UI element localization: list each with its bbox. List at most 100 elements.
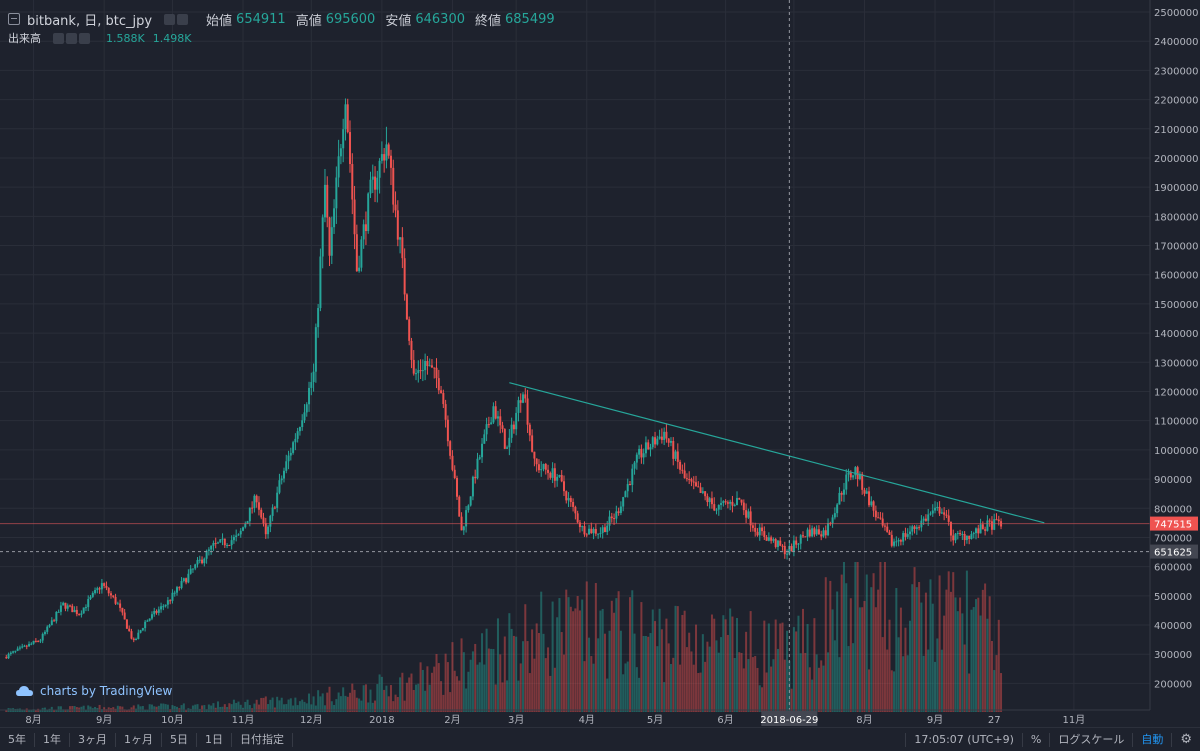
- volume-bar: [658, 608, 661, 712]
- eye-icon[interactable]: [164, 13, 176, 25]
- volume-bar: [663, 682, 666, 712]
- volume-label[interactable]: 出来高: [8, 32, 41, 45]
- candle-body: [756, 531, 759, 536]
- volume-bar: [631, 590, 634, 712]
- close-icon[interactable]: [79, 32, 90, 44]
- close-value: 685499: [505, 11, 555, 27]
- volume-bar: [644, 636, 647, 712]
- candle-body: [301, 420, 304, 428]
- candle-body: [551, 468, 554, 478]
- candle-body: [588, 528, 591, 535]
- volume-bar: [419, 662, 422, 712]
- time-tick-label: 2月: [444, 714, 460, 726]
- candle-body: [918, 527, 921, 529]
- candle-body: [364, 224, 367, 231]
- eye-icon[interactable]: [53, 32, 64, 44]
- volume-bar: [877, 589, 880, 712]
- volume-bar: [715, 640, 718, 712]
- volume-bar: [710, 614, 713, 712]
- candle-body: [556, 476, 559, 481]
- candle-body: [508, 437, 511, 448]
- settings-icon[interactable]: [177, 13, 189, 25]
- range-1y[interactable]: 1年: [35, 732, 70, 747]
- candle-body: [430, 365, 433, 368]
- candle-body: [378, 160, 381, 178]
- range-5y[interactable]: 5年: [0, 732, 35, 747]
- candle-body: [610, 516, 613, 519]
- candle-body: [201, 559, 204, 564]
- candle-body: [904, 533, 907, 537]
- volume-bar: [742, 668, 745, 712]
- candle-body: [41, 633, 44, 641]
- tradingview-watermark[interactable]: charts by TradingView: [16, 684, 172, 698]
- price-tick-label: 1700000: [1154, 242, 1199, 253]
- candle-body: [14, 650, 17, 652]
- range-1m[interactable]: 1ヶ月: [116, 732, 162, 747]
- auto-scale-toggle[interactable]: 自動: [1132, 732, 1171, 747]
- candle-body: [46, 626, 49, 632]
- volume-bar: [651, 609, 654, 712]
- plot-area[interactable]: [0, 0, 1150, 710]
- volume-bar: [494, 684, 497, 712]
- trendline[interactable]: [509, 382, 1045, 524]
- volume-bar: [786, 630, 789, 712]
- candle-body: [5, 657, 8, 659]
- volume-bar: [906, 655, 909, 712]
- volume-bar: [856, 562, 859, 712]
- volume-bar: [119, 706, 122, 712]
- candle-body: [761, 527, 764, 532]
- candle-body: [792, 540, 795, 552]
- symbol-title[interactable]: bitbank, 日, btc_jpy: [27, 13, 153, 29]
- range-1d[interactable]: 1日: [197, 732, 232, 747]
- candle-body: [455, 477, 458, 497]
- clock-time[interactable]: 17:05:07 (UTC+9): [905, 732, 1022, 747]
- candle-body: [435, 367, 438, 379]
- gear-icon[interactable]: ⚙: [1171, 732, 1200, 747]
- candle-body: [367, 193, 370, 231]
- volume-bar: [685, 647, 688, 712]
- candle-body: [856, 467, 859, 480]
- volume-bar: [458, 680, 461, 712]
- price-tick-label: 2100000: [1154, 125, 1199, 136]
- range-3m[interactable]: 3ヶ月: [70, 732, 116, 747]
- candle-body: [9, 652, 12, 654]
- candle-body: [879, 517, 882, 519]
- candle-body: [173, 592, 176, 594]
- candle-body: [248, 507, 251, 522]
- candle-body: [230, 540, 233, 546]
- range-5d[interactable]: 5日: [162, 732, 197, 747]
- candle-body: [169, 600, 172, 602]
- candle-body: [228, 545, 231, 547]
- volume-bar: [576, 596, 579, 712]
- candle-body: [733, 505, 736, 507]
- collapse-icon[interactable]: [8, 13, 20, 25]
- range-custom[interactable]: 日付指定: [232, 732, 293, 747]
- candle-body: [522, 394, 525, 403]
- candle-body: [451, 455, 454, 470]
- volume-bar: [230, 704, 233, 712]
- candle-body: [583, 526, 586, 535]
- settings-icon[interactable]: [66, 32, 77, 44]
- open-label: 始値: [206, 13, 233, 29]
- volume-bar: [601, 608, 604, 712]
- volume-bar: [105, 709, 108, 712]
- candle-body: [740, 499, 743, 503]
- candle-body: [881, 518, 884, 526]
- log-scale-toggle[interactable]: ログスケール: [1049, 732, 1132, 747]
- candle-body: [389, 155, 392, 168]
- candle-body: [476, 458, 479, 479]
- volume-bar: [522, 641, 525, 712]
- candle-body: [59, 605, 62, 612]
- candle-body: [663, 431, 666, 440]
- candle-body: [629, 484, 632, 486]
- volume-value-1: 1.588K: [106, 31, 145, 45]
- candle-body: [754, 527, 757, 532]
- volume-bar: [726, 634, 729, 712]
- volume-bar: [556, 617, 559, 712]
- candle-body: [660, 436, 663, 440]
- percent-toggle[interactable]: %: [1021, 732, 1049, 747]
- volume-bar: [385, 685, 388, 712]
- volume-bar: [164, 704, 167, 712]
